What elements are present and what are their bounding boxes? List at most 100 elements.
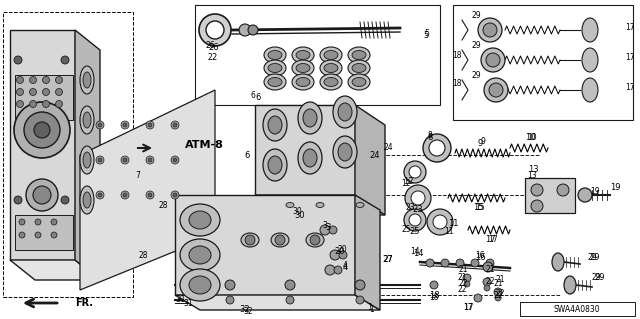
Circle shape	[146, 191, 154, 199]
Ellipse shape	[189, 246, 211, 264]
Ellipse shape	[320, 74, 342, 90]
Text: 29: 29	[595, 273, 605, 283]
Circle shape	[173, 158, 177, 162]
Text: 25: 25	[410, 227, 420, 236]
Circle shape	[441, 259, 449, 267]
Circle shape	[334, 266, 342, 274]
Bar	[15, 215, 73, 250]
Circle shape	[56, 100, 63, 108]
Text: 29: 29	[587, 254, 597, 263]
Bar	[195, 5, 440, 105]
Circle shape	[275, 235, 285, 245]
Polygon shape	[10, 30, 75, 260]
Ellipse shape	[324, 78, 338, 86]
Text: 1: 1	[370, 306, 374, 315]
Text: 27: 27	[383, 256, 393, 264]
Text: 11: 11	[448, 219, 458, 227]
Circle shape	[171, 156, 179, 164]
Circle shape	[14, 102, 70, 158]
Ellipse shape	[333, 136, 357, 168]
Circle shape	[51, 219, 57, 225]
Ellipse shape	[356, 203, 364, 207]
Bar	[15, 75, 73, 120]
Circle shape	[486, 53, 500, 67]
Ellipse shape	[303, 149, 317, 167]
Text: 5: 5	[424, 28, 429, 38]
Circle shape	[248, 25, 258, 35]
Circle shape	[61, 196, 69, 204]
Circle shape	[456, 259, 464, 267]
Bar	[520, 302, 635, 316]
Circle shape	[98, 193, 102, 197]
Text: 5: 5	[424, 31, 429, 40]
Circle shape	[329, 226, 337, 234]
Ellipse shape	[180, 269, 220, 301]
Text: 31: 31	[183, 299, 193, 308]
Ellipse shape	[263, 149, 287, 181]
Circle shape	[17, 77, 24, 84]
Circle shape	[146, 156, 154, 164]
Text: 32: 32	[243, 308, 253, 316]
Circle shape	[226, 296, 234, 304]
Text: 3: 3	[325, 224, 331, 233]
Circle shape	[173, 123, 177, 127]
Circle shape	[239, 24, 251, 36]
Polygon shape	[175, 195, 355, 295]
Ellipse shape	[333, 96, 357, 128]
Circle shape	[17, 100, 24, 108]
Ellipse shape	[292, 60, 314, 76]
Text: 18: 18	[452, 79, 462, 88]
Text: 20: 20	[335, 248, 345, 256]
Circle shape	[42, 88, 49, 95]
Circle shape	[433, 215, 447, 229]
Circle shape	[98, 158, 102, 162]
Circle shape	[121, 121, 129, 129]
Ellipse shape	[241, 233, 259, 247]
Ellipse shape	[180, 239, 220, 271]
Ellipse shape	[352, 78, 366, 86]
Text: 32: 32	[240, 306, 250, 315]
Text: 12: 12	[403, 177, 413, 187]
Text: 22: 22	[457, 286, 467, 294]
Circle shape	[483, 23, 497, 37]
Ellipse shape	[80, 146, 94, 174]
Text: SWA4A0830: SWA4A0830	[554, 305, 600, 314]
Circle shape	[484, 285, 490, 291]
Text: 2: 2	[207, 54, 212, 63]
Text: 21: 21	[458, 265, 468, 275]
Text: 26: 26	[205, 41, 215, 50]
Circle shape	[409, 214, 421, 226]
Bar	[3, 12, 133, 297]
Circle shape	[430, 281, 438, 289]
Circle shape	[123, 193, 127, 197]
Text: 17: 17	[625, 23, 635, 32]
Ellipse shape	[320, 60, 342, 76]
Circle shape	[19, 232, 25, 238]
Ellipse shape	[303, 109, 317, 127]
Text: 15: 15	[473, 204, 483, 212]
Text: 31: 31	[175, 295, 186, 305]
Text: 20: 20	[337, 246, 347, 255]
Circle shape	[429, 140, 445, 156]
Text: 29: 29	[471, 11, 481, 20]
Circle shape	[310, 235, 320, 245]
Text: 29: 29	[589, 254, 600, 263]
Ellipse shape	[348, 74, 370, 90]
Circle shape	[14, 56, 22, 64]
Text: 7: 7	[136, 170, 140, 180]
Circle shape	[423, 134, 451, 162]
Circle shape	[17, 88, 24, 95]
Polygon shape	[355, 105, 385, 215]
Circle shape	[427, 209, 453, 235]
Circle shape	[426, 259, 434, 267]
Text: 15: 15	[475, 204, 485, 212]
Circle shape	[494, 288, 502, 296]
Circle shape	[173, 193, 177, 197]
Text: 10: 10	[525, 133, 535, 143]
Ellipse shape	[552, 253, 564, 271]
Circle shape	[578, 188, 592, 202]
Ellipse shape	[582, 18, 598, 42]
Text: 19: 19	[610, 183, 621, 192]
Circle shape	[325, 265, 335, 275]
Ellipse shape	[271, 233, 289, 247]
